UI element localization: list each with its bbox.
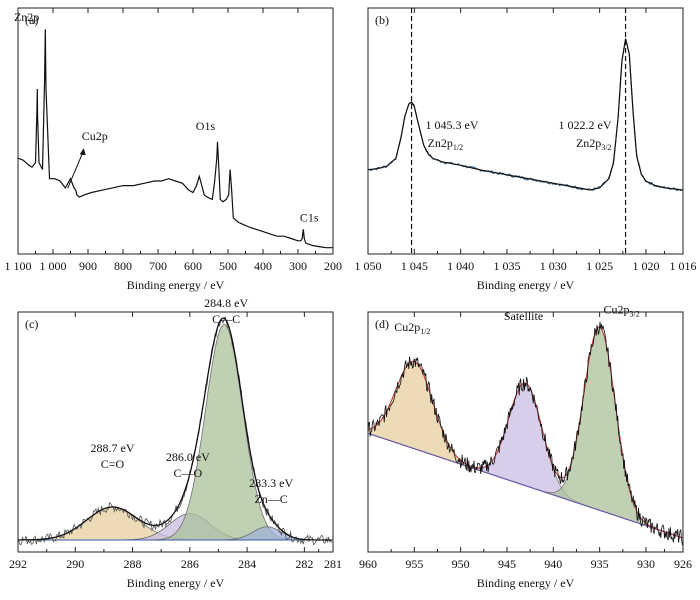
panel-frame [367, 7, 684, 255]
zn2p-fit-line [367, 38, 684, 191]
fit-component-area [18, 513, 332, 540]
x-tick-label: 282 [295, 557, 313, 571]
x-tick-label: 960 [359, 557, 377, 571]
panel-1: 1 100 1 000 900 800 700 600 500 400 300 200 Bindin… [5, 7, 342, 292]
x-tick-label: 1 045 [401, 259, 428, 273]
peak-label: Zn2p [14, 10, 39, 24]
panel-3: 292 290 288 286 284 282 281 Binding energy / eV… [9, 296, 342, 590]
component-label-main: Cu2p [394, 320, 420, 334]
x-tick-label: 800 [114, 259, 132, 273]
x-tick-label: 1 025 [586, 259, 613, 273]
x-tick-label: 1 050 [355, 259, 382, 273]
x-tick-label: 288 [124, 557, 142, 571]
peak-label: O1s [196, 119, 216, 133]
x-tick-label: 400 [254, 259, 272, 273]
x-tick-label: 1 035 [493, 259, 520, 273]
peak-name-label: Zn—C [254, 492, 287, 506]
panel-label: (a) [25, 13, 38, 27]
x-tick-label: 1 016 [670, 259, 697, 273]
panel-frame [17, 7, 334, 255]
peak-name-label-sub: 1/2 [453, 143, 463, 152]
x-tick-label: 1 100 [5, 259, 32, 273]
c1s-envelope-line [18, 317, 332, 541]
panel-label: (c) [25, 317, 38, 331]
x-tick-label: 281 [324, 557, 342, 571]
peak-energy-label: 1 045.3 eV [426, 118, 479, 132]
peak-name-label: Zn2p1/2 [428, 136, 464, 152]
cu2p-arrow-head [79, 148, 86, 156]
fit-baseline [367, 432, 684, 539]
survey-spectrum-line [17, 29, 333, 249]
x-tick-label: 945 [498, 557, 516, 571]
x-tick-label: 700 [149, 259, 167, 273]
panel-label: (b) [375, 13, 389, 27]
component-label-sub: 1/2 [420, 327, 430, 336]
component-label: Satellite [504, 309, 543, 323]
x-tick-label: 955 [405, 557, 423, 571]
peak-name-label-main: Zn2p [576, 136, 601, 150]
fit-component-area [18, 507, 332, 540]
peak-energy-label: 283.3 eV [249, 476, 293, 490]
peak-name-label: C—C [212, 312, 240, 326]
fit-component-area [368, 361, 683, 538]
x-tick-label: 600 [184, 259, 202, 273]
peak-name-label-sub: 3/2 [601, 143, 611, 152]
x-tick-label: 200 [324, 259, 342, 273]
peak-name-label: C=O [101, 457, 125, 471]
component-label-sub: 3/2 [630, 309, 640, 318]
cu2p-envelope-line [367, 326, 683, 539]
cu2p-arrow-line [67, 150, 85, 189]
peak-label: Cu2p [82, 129, 108, 143]
panel-frame [17, 311, 334, 553]
fit-component-area [18, 526, 332, 540]
peak-name-label: C—O [173, 466, 202, 480]
component-label-main: Cu2p [603, 302, 629, 316]
zn2p-data-line [367, 41, 683, 192]
x-axis-title: Binding energy / eV [477, 278, 575, 292]
x-tick-label: 292 [9, 557, 27, 571]
peak-energy-label: 288.7 eV [91, 441, 135, 455]
x-tick-label: 284 [238, 557, 256, 571]
x-tick-label: 1 030 [540, 259, 567, 273]
x-tick-label: 926 [674, 557, 692, 571]
x-tick-label: 500 [219, 259, 237, 273]
fit-component-outline [18, 323, 332, 541]
panel-label: (d) [375, 317, 389, 331]
x-tick-label: 286 [181, 557, 199, 571]
panel-2: 1 050 1 045 1 040 1 035 1 030 1 025 1 020 1 016… [355, 7, 697, 292]
x-axis-title: Binding energy / eV [477, 576, 575, 590]
x-axis-title: Binding energy / eV [127, 278, 225, 292]
x-tick-label: 1 020 [632, 259, 659, 273]
component-label-main: Satellite [504, 309, 543, 323]
component-label: Cu2p1/2 [394, 320, 430, 336]
x-tick-label: 940 [544, 557, 562, 571]
peak-energy-label: 286.0 eV [166, 450, 210, 464]
x-tick-label: 900 [79, 259, 97, 273]
peak-name-label: Zn2p3/2 [576, 136, 612, 152]
x-tick-label: 930 [637, 557, 655, 571]
component-label: Cu2p3/2 [603, 302, 639, 318]
x-tick-label: 300 [289, 259, 307, 273]
x-tick-label: 950 [452, 557, 470, 571]
x-tick-label: 935 [591, 557, 609, 571]
x-axis-title: Binding energy / eV [127, 576, 225, 590]
fit-component-area [368, 383, 683, 538]
peak-name-label-main: Zn2p [428, 136, 453, 150]
x-tick-label: 290 [66, 557, 84, 571]
x-tick-label: 1 040 [447, 259, 474, 273]
peak-energy-label: 1 022.2 eV [559, 118, 612, 132]
peak-energy-label: 284.8 eV [204, 296, 248, 310]
fit-component-area [368, 327, 683, 538]
panel-4: 960 955 950 945 940 935 930 926 Binding energy /… [359, 302, 692, 590]
peak-label: C1s [300, 210, 319, 224]
cu2p-raw-line [367, 321, 683, 546]
fit-component-area [18, 324, 332, 540]
x-tick-label: 1 000 [40, 259, 67, 273]
